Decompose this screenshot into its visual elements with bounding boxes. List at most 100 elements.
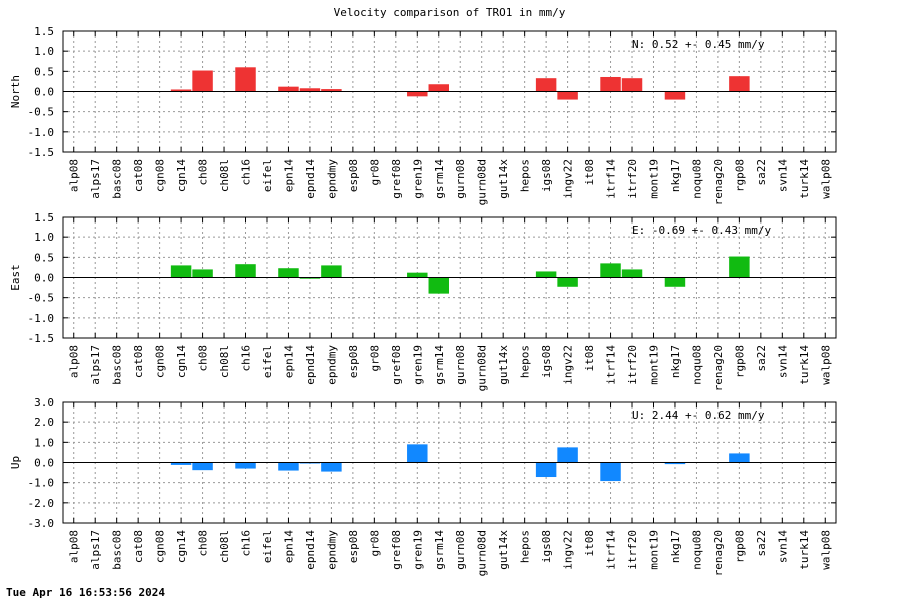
panel-1-bar — [600, 76, 621, 92]
panel-2-bar — [235, 264, 256, 278]
panel-1-x-tick-label: ingv22 — [562, 159, 575, 199]
panel-1-x-tick-label: gref08 — [390, 159, 403, 199]
panel-1-x-tick-label: noqu08 — [690, 159, 703, 199]
panel-1-y-tick-label: 0.0 — [34, 86, 54, 99]
panel-2-y-tick-label: -1.0 — [28, 312, 55, 325]
panel-2-bar — [557, 277, 578, 287]
panel-3-x-tick-label: ingv22 — [562, 530, 575, 570]
panel-3-x-tick-label: mont19 — [647, 530, 660, 570]
panel-2-x-tick-label: nkg17 — [669, 345, 682, 378]
panel-1-bar — [278, 86, 299, 92]
panel-3-bar — [235, 462, 256, 469]
panel-1-y-tick-label: 1.5 — [34, 25, 54, 38]
panel-2-bar — [729, 256, 750, 278]
panel-2-bar — [600, 263, 621, 278]
panel-2-x-tick-label: ch08 — [197, 345, 210, 372]
panel-1-bar — [407, 91, 428, 97]
panel-3-x-tick-label: ch16 — [240, 530, 253, 557]
panel-1-x-tick-label: cat08 — [132, 159, 145, 192]
panel-3-x-tick-label: epndmy — [325, 530, 338, 570]
panel-1-x-tick-label: gren19 — [411, 159, 424, 199]
panel-1-bar — [170, 89, 192, 92]
panel-1-bar — [557, 91, 578, 100]
panel-1-y-axis-label: North — [9, 75, 22, 108]
panel-3-bar — [600, 462, 621, 482]
panel-1-x-tick-label: epnd14 — [304, 159, 317, 199]
panel-1-x-tick-label: ch16 — [240, 159, 253, 186]
panel-2-y-tick-label: -0.5 — [28, 292, 55, 305]
panel-3-x-tick-label: gren19 — [411, 530, 424, 570]
panel-3-x-tick-label: hepos — [519, 530, 532, 563]
panel-3-y-tick-label: 3.0 — [34, 396, 54, 409]
panel-1-x-tick-label: gut14x — [497, 159, 510, 199]
panel-3-plot-frame — [62, 401, 837, 524]
panel-1-x-tick-label: cgn14 — [175, 159, 188, 192]
panel-3-x-tick-label: renag20 — [712, 530, 725, 576]
panel-1-x-tick-label: epndmy — [325, 159, 338, 199]
panel-3-bar — [299, 462, 321, 464]
panel-1-x-tick-label: alp08 — [68, 159, 81, 192]
panel-3-x-tick-label: basc08 — [111, 530, 124, 570]
panel-1-bar — [235, 67, 256, 92]
panel-1-x-tick-label: sa22 — [755, 159, 768, 186]
panel-1-bar — [535, 78, 557, 92]
panel-1-x-tick-label: gurn08 — [454, 159, 467, 199]
panel-2-x-tick-label: cat08 — [132, 345, 145, 378]
panel-2-x-tick-label: rgp08 — [733, 345, 746, 378]
panel-1-x-tick-label: gsrm14 — [433, 159, 446, 199]
panel-1-x-tick-label: ch08 — [197, 159, 210, 186]
panel-2-x-tick-label: gref08 — [390, 345, 403, 385]
panel-1-x-tick-label: mont19 — [647, 159, 660, 199]
panel-1-y-tick-label: 0.5 — [34, 65, 54, 78]
panel-1-y-tick-label: -1.0 — [28, 126, 55, 139]
panel-3-x-tick-label: gut14x — [497, 530, 510, 570]
panel-2-plot-frame — [62, 216, 837, 339]
panel-3-x-tick-label: it08 — [583, 530, 596, 557]
panel-3-bar — [557, 447, 578, 463]
panel-1-x-tick-label: itrf14 — [605, 159, 618, 199]
panel-3-y-tick-label: -2.0 — [28, 497, 55, 510]
panel-2-x-tick-label: itrf14 — [605, 345, 618, 385]
panel-3-x-tick-label: gsrm14 — [433, 530, 446, 570]
panel-2-x-tick-label: alps17 — [89, 345, 102, 385]
panel-2-x-tick-label: epn14 — [282, 345, 295, 378]
panel-1-bar — [321, 89, 342, 92]
panel-2-x-tick-label: it08 — [583, 345, 596, 372]
panel-3-bar — [321, 462, 342, 472]
panel-3-bar — [170, 462, 192, 465]
panel-3-x-tick-label: alps17 — [89, 530, 102, 570]
panel-2-x-tick-label: epnd14 — [304, 345, 317, 385]
panel-1-x-tick-label: alps17 — [89, 159, 102, 199]
panel-3-x-tick-label: turk14 — [798, 530, 811, 570]
panel-3-bar — [535, 462, 557, 478]
panel-2-x-tick-label: ingv22 — [562, 345, 575, 385]
panel-3-x-tick-label: eifel — [261, 530, 274, 563]
panel-2-x-tick-label: cgn08 — [154, 345, 167, 378]
panel-2-bar — [428, 277, 449, 294]
panel-2-y-axis-label: East — [9, 264, 22, 291]
panel-3-y-tick-label: 1.0 — [34, 436, 54, 449]
panel-2-x-tick-label: turk14 — [798, 345, 811, 385]
panel-1-x-tick-label: gr08 — [368, 159, 381, 186]
panel-2-x-tick-label: mont19 — [647, 345, 660, 385]
panel-2-x-tick-label: gut14x — [497, 345, 510, 385]
panel-3-bar — [192, 462, 213, 471]
panel-2-x-tick-label: esp08 — [347, 345, 360, 378]
panel-3-x-tick-label: igs08 — [540, 530, 553, 563]
panel-1-x-tick-label: hepos — [519, 159, 532, 192]
panel-1-bar — [621, 78, 643, 92]
panel-1-y-tick-label: -1.5 — [28, 146, 55, 159]
panel-1-x-tick-label: itrf20 — [626, 159, 639, 199]
panel-3-x-tick-label: epn14 — [282, 530, 295, 563]
panel-3-x-tick-label: cgn08 — [154, 530, 167, 563]
panel-2-bar — [321, 265, 342, 278]
panel-2-x-tick-label: gr08 — [368, 345, 381, 372]
panel-1-x-tick-label: epn14 — [282, 159, 295, 192]
panel-1-x-tick-label: igs08 — [540, 159, 553, 192]
panel-3-x-tick-label: walp08 — [819, 530, 832, 570]
panel-2-x-tick-label: renag20 — [712, 345, 725, 391]
panel-3-x-tick-label: itrf14 — [605, 530, 618, 570]
panel-3-x-tick-label: epnd14 — [304, 530, 317, 570]
panel-2-x-tick-label: alp08 — [68, 345, 81, 378]
